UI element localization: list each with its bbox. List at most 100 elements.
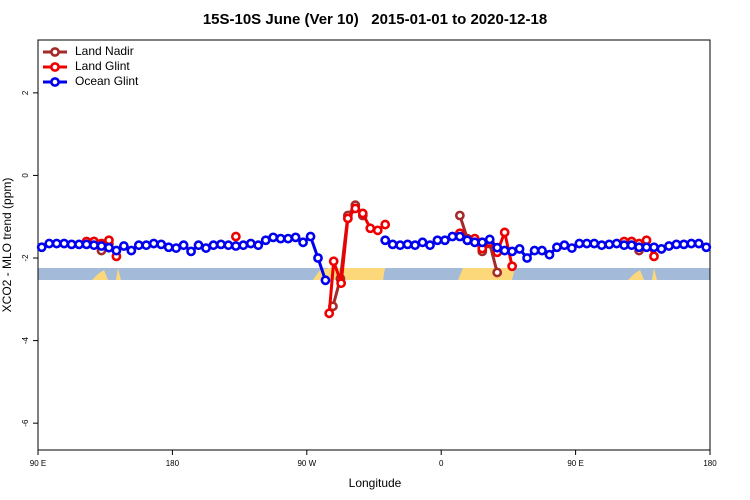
- point: [447, 231, 458, 242]
- legend-marker: [50, 62, 60, 72]
- point: [44, 238, 55, 249]
- point: [649, 251, 659, 262]
- point: [126, 245, 137, 256]
- point: [656, 244, 667, 254]
- point: [559, 240, 570, 251]
- point: [529, 245, 540, 256]
- point: [89, 240, 99, 251]
- point: [678, 239, 689, 250]
- point: [111, 245, 122, 256]
- point: [387, 239, 398, 250]
- point: [380, 219, 391, 230]
- y-axis-label: XCO2 - MLO trend (ppm): [0, 178, 14, 313]
- point: [589, 238, 600, 249]
- point: [649, 242, 659, 253]
- point: [477, 237, 488, 248]
- point: [440, 235, 450, 246]
- point: [410, 240, 420, 251]
- point: [305, 231, 316, 242]
- chart-title: 15S-10S June (Ver 10) 2015-01-01 to 2020…: [203, 11, 547, 28]
- point: [74, 239, 84, 250]
- point: [507, 261, 518, 272]
- point: [492, 242, 503, 253]
- point: [499, 245, 510, 256]
- x-axis-label: Longitude: [349, 476, 402, 490]
- point: [324, 308, 335, 319]
- point: [298, 237, 308, 248]
- y-tick-label: 2: [21, 90, 30, 95]
- point: [454, 210, 465, 221]
- point: [432, 235, 443, 246]
- point: [223, 240, 234, 251]
- point: [253, 240, 264, 251]
- point: [566, 243, 577, 253]
- point: [141, 240, 152, 251]
- point: [313, 253, 323, 263]
- point: [365, 223, 376, 234]
- point: [290, 232, 301, 243]
- x-tick-label: 90 E: [30, 459, 46, 468]
- point: [693, 238, 704, 249]
- legend-label: Land Nadir: [75, 44, 134, 58]
- point: [96, 241, 107, 251]
- x-tick-label: 180: [166, 459, 180, 468]
- point: [51, 238, 62, 249]
- point: [686, 238, 697, 249]
- point: [492, 267, 503, 278]
- point: [201, 243, 211, 253]
- point: [454, 231, 465, 242]
- point: [402, 239, 413, 250]
- point: [604, 239, 615, 250]
- point: [664, 241, 674, 251]
- point: [380, 235, 391, 246]
- point: [230, 231, 241, 242]
- point: [469, 237, 480, 248]
- point: [118, 241, 129, 251]
- point: [634, 242, 644, 253]
- x-tick-label: 0: [439, 459, 444, 468]
- x-tick-label: 90 W: [297, 459, 316, 468]
- point: [275, 233, 286, 244]
- point: [260, 235, 271, 246]
- point: [372, 225, 383, 236]
- point: [574, 238, 585, 249]
- point: [342, 213, 353, 224]
- point: [208, 240, 219, 251]
- point: [499, 227, 510, 238]
- point: [104, 235, 114, 246]
- point: [522, 253, 532, 263]
- point: [350, 203, 361, 214]
- y-tick-label: -6: [21, 419, 30, 427]
- x-tick-label: 90 E: [567, 459, 583, 468]
- point: [596, 240, 607, 251]
- point: [148, 238, 159, 249]
- point: [133, 240, 144, 251]
- point: [425, 240, 435, 251]
- point: [328, 256, 339, 267]
- legend-label: Land Glint: [75, 59, 130, 73]
- point: [641, 242, 652, 253]
- point: [462, 235, 473, 246]
- point: [171, 243, 182, 253]
- point: [238, 240, 249, 251]
- point: [417, 237, 428, 248]
- x-tick-label: 180: [703, 459, 717, 468]
- point: [216, 239, 226, 250]
- point: [36, 242, 47, 253]
- point: [59, 238, 70, 249]
- y-tick-label: -4: [21, 336, 30, 344]
- point: [671, 239, 682, 250]
- point: [626, 240, 637, 251]
- point: [514, 244, 525, 254]
- point: [619, 240, 630, 251]
- point: [81, 239, 92, 250]
- point: [104, 242, 114, 253]
- point: [230, 241, 241, 251]
- point: [186, 246, 196, 257]
- legend-marker: [50, 47, 60, 57]
- point: [507, 246, 518, 257]
- point: [193, 240, 204, 251]
- point: [537, 245, 547, 256]
- point: [701, 242, 712, 253]
